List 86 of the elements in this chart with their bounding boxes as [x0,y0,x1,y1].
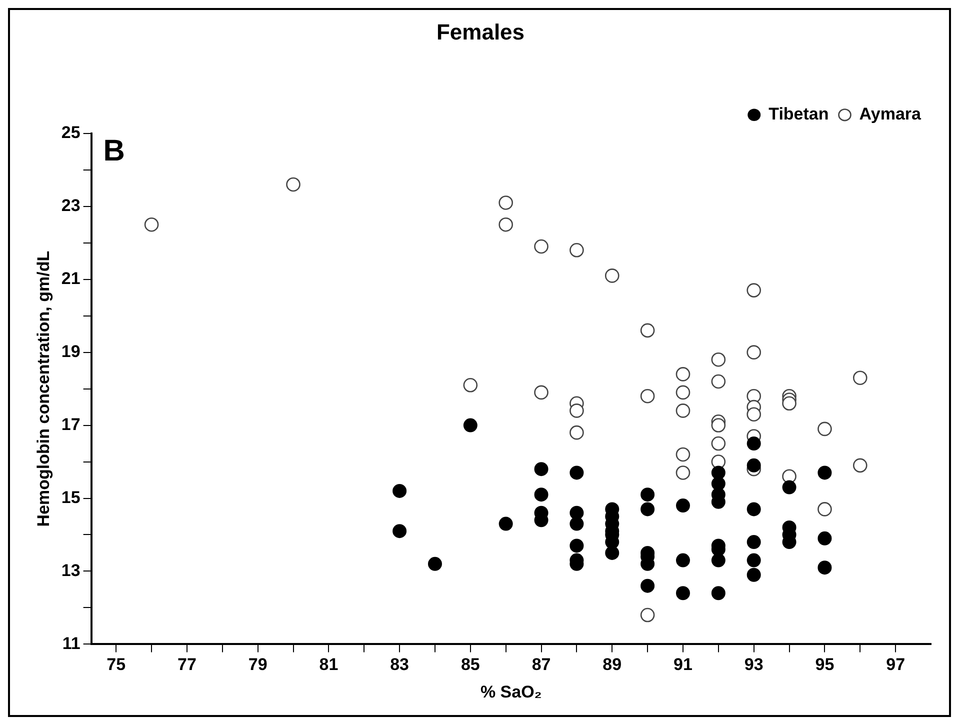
point [746,568,761,582]
point [711,352,726,367]
point [746,345,761,360]
x-tick-label: 75 [106,655,126,674]
y-tick-label: 15 [61,488,80,507]
point [604,268,620,283]
x-tick-label: 79 [248,655,268,674]
point [746,458,761,472]
y-tick-label: 25 [61,123,80,142]
point [676,404,690,418]
legend-label: Aymara [859,104,922,124]
point [605,546,620,560]
point [676,553,690,568]
point [746,553,761,568]
point [782,396,796,411]
point [392,524,407,538]
x-tick-label: 81 [319,655,338,674]
point [746,407,761,422]
x-tick-label: 85 [460,655,480,674]
point [570,425,584,440]
point [746,436,761,451]
y-axis-title: Hemoglobin concentration, gm/dL [34,250,53,527]
y-tick-label: 19 [61,342,80,361]
point [746,502,761,516]
point [782,480,796,494]
point [676,586,690,600]
point [534,488,548,502]
point [570,466,584,480]
point [534,462,548,476]
x-tick-label: 91 [674,655,692,674]
x-tick-label: 95 [815,655,834,674]
y-tick-label: 17 [61,414,80,434]
point [463,378,478,392]
point [711,553,726,568]
point [746,283,761,298]
point [640,578,655,593]
point [676,447,690,462]
point [640,608,655,622]
point [498,516,513,531]
point [570,516,584,531]
y-tick-label: 13 [61,560,80,580]
point [711,586,726,600]
point [640,323,655,338]
x-tick-label: 97 [886,655,906,674]
x-tick-label: 87 [532,655,551,674]
point [640,488,655,502]
point [392,484,407,498]
point [498,217,513,232]
point [463,418,478,432]
y-tick-label: 23 [61,196,80,216]
legend-label: Tibetan [768,104,829,124]
point [711,436,726,451]
point [676,466,690,480]
annotation: B [103,134,125,168]
point [746,535,761,550]
point [570,404,584,418]
x-tick-label: 93 [744,655,764,674]
point [144,217,159,232]
y-tick-label: 21 [61,269,80,288]
point [711,374,726,389]
point [570,538,584,553]
point [852,370,868,386]
point [534,239,548,254]
point [534,385,548,400]
point [428,556,442,571]
point [676,367,690,382]
point [818,422,832,436]
point [570,243,584,258]
point [640,502,655,516]
point [818,466,832,480]
point [640,388,655,404]
point [818,502,832,516]
point [818,560,832,575]
point [676,498,690,513]
y-tick-label: 11 [62,634,80,653]
x-axis-title: % SaO₂ [480,682,542,702]
point [852,458,868,473]
x-tick-label: 77 [178,655,196,674]
chart-title: Females [436,19,525,44]
point [711,418,726,432]
x-tick-label: 89 [602,655,622,674]
x-tick-label: 83 [390,655,410,674]
point [286,177,300,192]
point [498,196,513,210]
point [676,385,690,400]
point [818,531,832,546]
